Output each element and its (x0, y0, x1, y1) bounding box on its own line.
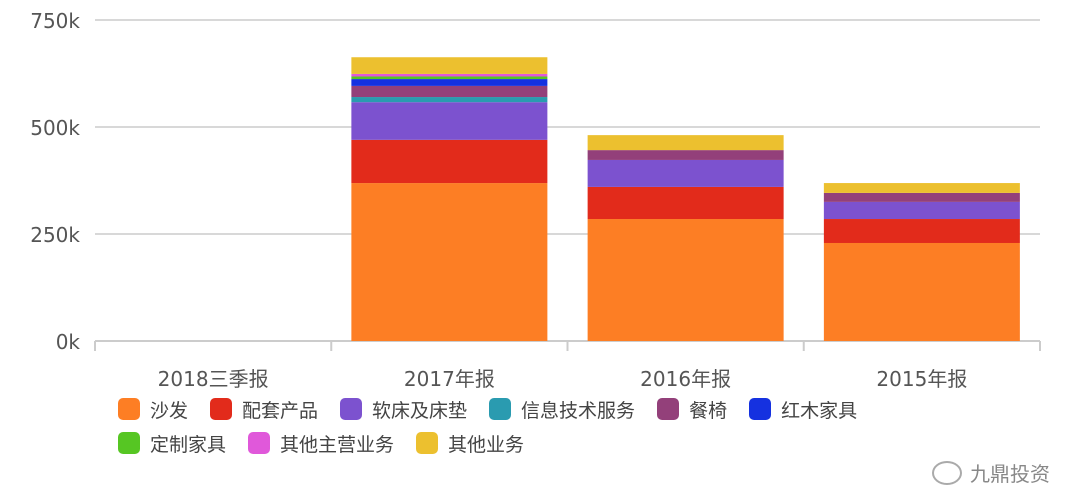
bar-segment (351, 102, 548, 140)
legend: 沙发 配套产品 软床及床垫 信息技术服务 餐椅 红木家具定制家具 其他主营业务 其他业务 (118, 396, 998, 456)
bar-segment (587, 135, 784, 151)
legend-swatch (749, 398, 772, 420)
watermark: 九鼎投资 (932, 458, 1050, 487)
bar-segment (351, 57, 548, 74)
legend-swatch (416, 432, 439, 454)
bar-segment (587, 150, 784, 160)
bar-segment (351, 183, 548, 341)
legend-swatch (210, 398, 233, 420)
watermark-text: 九鼎投资 (970, 462, 1050, 486)
bar-segment (587, 186, 784, 220)
legend-item[interactable]: 其他业务 (416, 430, 524, 456)
legend-item[interactable]: 软床及床垫 (340, 396, 467, 422)
bar-segment (823, 219, 1020, 243)
bar-segment (823, 242, 1020, 341)
legend-label: 餐椅 (689, 399, 728, 422)
bar-segment (351, 97, 548, 103)
legend-item[interactable]: 红木家具 (749, 396, 857, 422)
legend-label: 配套产品 (242, 399, 319, 422)
bar-segment (823, 192, 1020, 202)
y-tick-label: 500k (30, 116, 80, 140)
bar-segment (351, 76, 548, 80)
x-tick-label: 2018三季报 (158, 367, 269, 391)
bar-segment (351, 85, 548, 98)
legend-item[interactable]: 定制家具 (118, 430, 226, 456)
legend-swatch (248, 432, 271, 454)
x-tick-label: 2017年报 (404, 367, 495, 391)
legend-label: 软床及床垫 (372, 399, 468, 422)
bar-segment (351, 79, 548, 86)
legend-label: 红木家具 (781, 399, 858, 422)
bar-segment (823, 201, 1020, 220)
legend-label: 沙发 (150, 399, 189, 422)
legend-swatch (118, 398, 140, 420)
legend-swatch (489, 398, 512, 420)
y-tick-label: 250k (30, 223, 80, 247)
bar-segment (587, 159, 784, 187)
bar-segment (587, 219, 784, 341)
legend-label: 其他主营业务 (280, 433, 395, 456)
legend-swatch (657, 398, 680, 420)
bar-segment (823, 183, 1020, 193)
bar-segment (351, 139, 548, 184)
legend-label: 信息技术服务 (521, 399, 636, 422)
legend-item[interactable]: 餐椅 (657, 396, 727, 422)
x-tick-label: 2015年报 (876, 367, 967, 391)
legend-swatch (340, 398, 363, 420)
legend-label: 其他业务 (448, 433, 525, 456)
legend-swatch (118, 432, 140, 454)
legend-item[interactable]: 沙发 (118, 396, 188, 422)
plot-area: 0k 250k 500k 750k 2018三季报 2017年报 2016年报 2015年报 (30, 9, 1041, 391)
bar-segment (351, 73, 548, 77)
y-tick-label: 0k (56, 330, 81, 354)
legend-item[interactable]: 其他主营业务 (248, 430, 394, 456)
legend-label: 定制家具 (150, 433, 227, 456)
y-tick-label: 750k (30, 9, 80, 33)
legend-item[interactable]: 配套产品 (210, 396, 318, 422)
legend-item[interactable]: 信息技术服务 (489, 396, 635, 422)
wechat-icon (932, 460, 962, 485)
x-tick-label: 2016年报 (640, 367, 731, 391)
